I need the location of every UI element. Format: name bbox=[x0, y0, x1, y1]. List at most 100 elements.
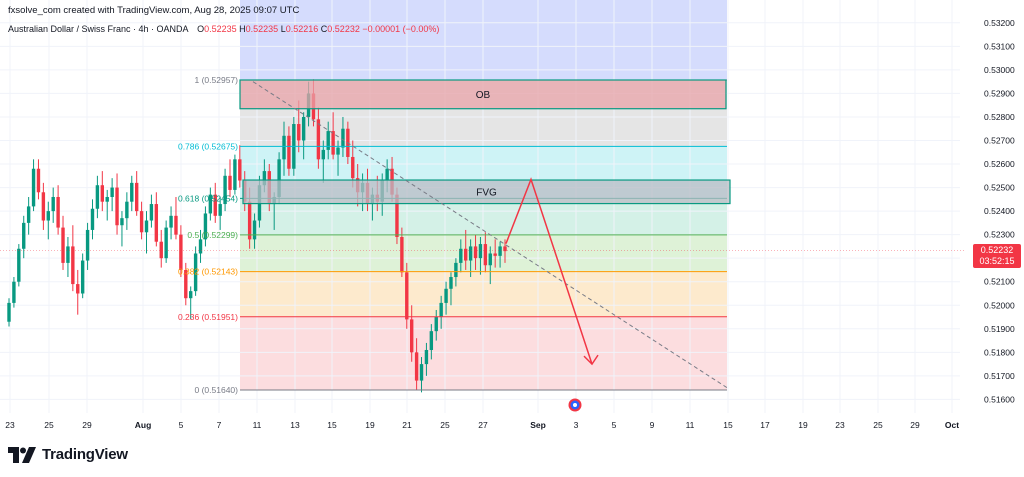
candle-body bbox=[277, 159, 281, 197]
tradingview-logo[interactable]: TradingView bbox=[8, 446, 128, 463]
candle bbox=[464, 229, 468, 270]
candle bbox=[198, 229, 203, 263]
x-tick-label: 9 bbox=[650, 420, 655, 430]
x-tick-label: 11 bbox=[253, 420, 262, 430]
candle-body bbox=[51, 196, 55, 212]
x-tick-label: Oct bbox=[945, 420, 959, 430]
candle bbox=[90, 199, 95, 240]
fib-label: 0.236 (0.51951) bbox=[178, 312, 238, 322]
symbol-title[interactable]: Australian Dollar / Swiss Franc · 4h · O… bbox=[8, 24, 189, 34]
candle-body bbox=[56, 196, 60, 228]
candle bbox=[454, 258, 458, 287]
candle-body bbox=[301, 116, 306, 141]
x-tick-label: 23 bbox=[5, 420, 15, 430]
candle-body bbox=[297, 124, 301, 141]
candle bbox=[159, 229, 163, 268]
candle-body bbox=[409, 319, 414, 353]
zone-label: OB bbox=[476, 90, 491, 101]
candle-body bbox=[76, 284, 80, 294]
candle-body bbox=[120, 218, 124, 226]
order-block-zone: OB bbox=[239, 79, 727, 110]
x-tick-label: 23 bbox=[835, 420, 845, 430]
candle bbox=[174, 196, 178, 240]
candle bbox=[66, 237, 70, 278]
candle bbox=[31, 159, 36, 212]
candle-body bbox=[449, 277, 453, 289]
candle-body bbox=[71, 246, 75, 285]
candle-body bbox=[400, 237, 404, 273]
x-tick-label: 27 bbox=[478, 420, 488, 430]
candle bbox=[22, 215, 26, 259]
candle bbox=[164, 220, 168, 263]
candle bbox=[252, 213, 257, 249]
candle-body bbox=[493, 253, 497, 256]
candle-body bbox=[331, 131, 335, 155]
candle-body bbox=[478, 244, 483, 259]
y-tick-label: 0.51900 bbox=[984, 324, 1015, 334]
candle-body bbox=[341, 128, 345, 148]
candle bbox=[61, 215, 65, 270]
x-tick-label: 11 bbox=[686, 420, 695, 430]
zone-box bbox=[242, 179, 731, 205]
candle bbox=[36, 159, 41, 200]
candle bbox=[110, 178, 114, 212]
candle-body bbox=[154, 204, 159, 242]
candle bbox=[478, 237, 483, 275]
tradingview-logo-text: TradingView bbox=[42, 446, 128, 463]
candle bbox=[233, 154, 237, 195]
x-tick-label: 25 bbox=[44, 420, 54, 430]
candle-body bbox=[405, 272, 409, 320]
candle bbox=[468, 239, 473, 278]
candle-body bbox=[336, 147, 340, 155]
candle-body bbox=[174, 215, 178, 235]
candle bbox=[105, 189, 109, 221]
candle bbox=[7, 298, 11, 327]
y-axis: 0.53200 0.53100 0.53000 0.52900 0.52800 0.527… bbox=[984, 18, 1015, 405]
high-value: 0.52235 bbox=[245, 24, 279, 34]
candle-body bbox=[61, 227, 65, 263]
candle bbox=[169, 206, 173, 240]
candle bbox=[301, 112, 306, 160]
candle bbox=[120, 211, 124, 247]
change-value: −0.00001 (−0.00%) bbox=[362, 24, 440, 34]
candle bbox=[26, 196, 31, 235]
candle bbox=[400, 227, 404, 278]
x-tick-label: Sep bbox=[530, 420, 546, 430]
candle-body bbox=[85, 229, 90, 261]
candle-body bbox=[223, 175, 227, 205]
candle bbox=[405, 262, 409, 329]
last-price-tag: 0.52232 03:52:15 bbox=[973, 244, 1021, 268]
candle-body bbox=[228, 175, 232, 190]
y-tick-label: 0.52300 bbox=[984, 230, 1015, 240]
candle-body bbox=[115, 187, 119, 226]
x-tick-label: 29 bbox=[82, 420, 92, 430]
candle-body bbox=[464, 248, 468, 261]
candle bbox=[282, 121, 286, 176]
candle bbox=[130, 175, 134, 212]
candle-body bbox=[193, 253, 198, 292]
candle bbox=[493, 239, 497, 268]
candle bbox=[444, 281, 448, 315]
candle-body bbox=[22, 222, 26, 249]
candle-body bbox=[26, 206, 31, 223]
y-tick-label: 0.53200 bbox=[984, 18, 1015, 28]
candle-body bbox=[444, 288, 448, 303]
close-label: C bbox=[320, 24, 328, 34]
candle-body bbox=[414, 352, 419, 381]
candle-body bbox=[287, 135, 291, 169]
candle-body bbox=[208, 194, 213, 214]
open-label: O bbox=[197, 24, 205, 34]
event-flag-icon[interactable] bbox=[568, 398, 582, 412]
candle-body bbox=[468, 246, 473, 261]
candle-body bbox=[12, 281, 16, 303]
drawings bbox=[0, 81, 965, 389]
candle bbox=[95, 175, 100, 219]
fib-label: 0.786 (0.52675) bbox=[178, 141, 238, 151]
candle-body bbox=[164, 227, 168, 259]
candle-body bbox=[434, 317, 438, 332]
candle-body bbox=[247, 201, 252, 240]
candle bbox=[341, 116, 345, 157]
candle bbox=[488, 246, 492, 285]
bar-countdown: 03:52:15 bbox=[979, 256, 1015, 266]
